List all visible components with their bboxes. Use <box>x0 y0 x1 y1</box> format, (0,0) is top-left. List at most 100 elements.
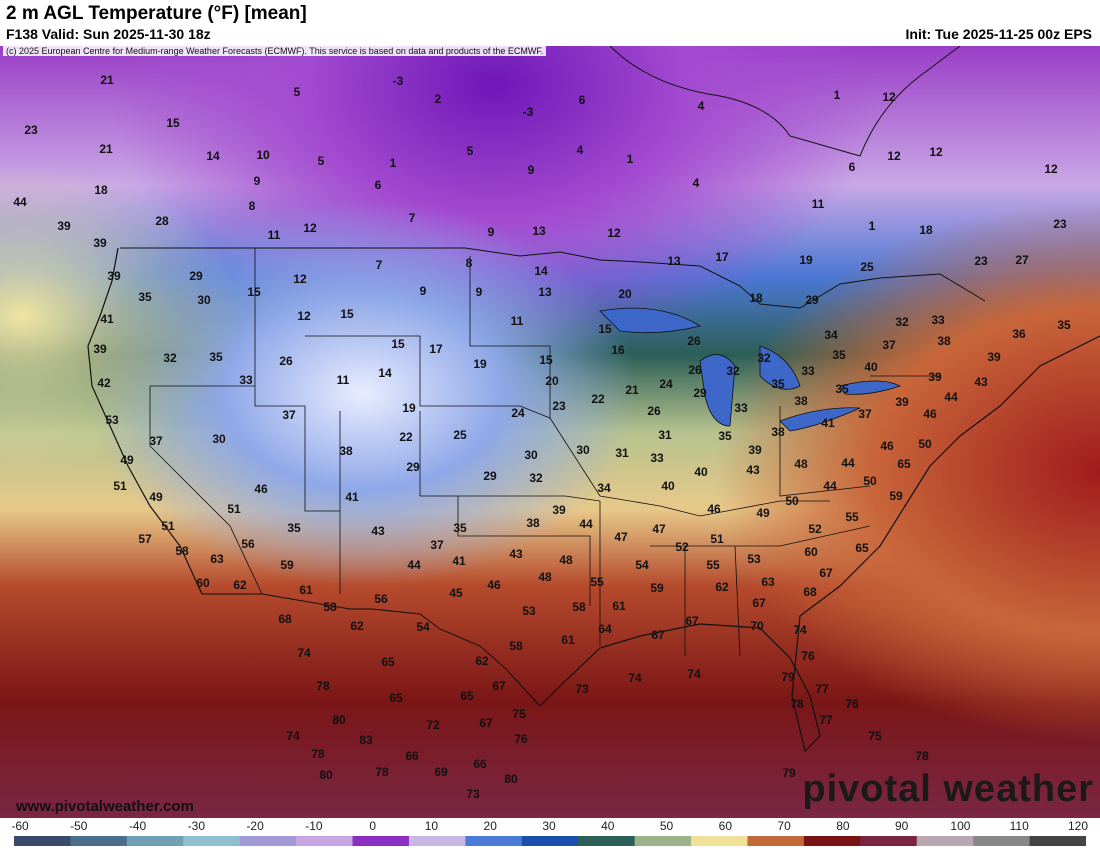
great-lakes <box>599 307 902 432</box>
colorbar-tick: -10 <box>305 819 323 833</box>
colorbar-segment <box>578 836 636 846</box>
temperature-label: 80 <box>504 772 518 786</box>
temperature-label: 46 <box>880 439 894 453</box>
temperature-label: 18 <box>919 223 933 237</box>
temperature-label: 48 <box>538 570 552 584</box>
temperature-label: 32 <box>895 315 909 329</box>
mexico-border <box>202 593 541 707</box>
temperature-label: 54 <box>416 620 430 634</box>
temperature-label: 44 <box>841 456 855 470</box>
temperature-label: 1 <box>869 219 876 233</box>
temperature-label: 2 <box>435 92 442 106</box>
temperature-label: 59 <box>280 558 294 572</box>
temperature-label: 60 <box>196 576 210 590</box>
temperature-label: 19 <box>473 357 487 371</box>
temperature-label: 35 <box>138 290 152 304</box>
temperature-label: 65 <box>897 457 911 471</box>
temperature-label: 19 <box>799 253 813 267</box>
colorbar-segment <box>352 836 410 846</box>
temperature-label: 47 <box>652 522 666 536</box>
colorbar-tick: 110 <box>1009 819 1029 833</box>
temperature-label: 79 <box>782 766 796 780</box>
temperature-label: 46 <box>487 578 501 592</box>
temperature-label: 78 <box>915 749 929 763</box>
colorbar-segment <box>973 836 1031 846</box>
temperature-label: 23 <box>24 123 38 137</box>
temperature-label: 68 <box>803 585 817 599</box>
temperature-label: 15 <box>598 322 612 336</box>
temperature-label: 9 <box>488 225 495 239</box>
temperature-label: 78 <box>316 679 330 693</box>
temperature-label: 25 <box>860 260 874 274</box>
temperature-label: 39 <box>552 503 566 517</box>
temperature-label: 80 <box>319 768 333 782</box>
temperature-label: 74 <box>793 623 807 637</box>
temperature-label: 48 <box>794 457 808 471</box>
temperature-label: 66 <box>473 757 487 771</box>
colorbar-tick: -20 <box>246 819 264 833</box>
colorbar-segment <box>239 836 297 846</box>
temperature-label: 23 <box>1053 217 1067 231</box>
colorbar-segment <box>296 836 354 846</box>
temperature-label: 29 <box>483 469 497 483</box>
temperature-label: 83 <box>359 733 373 747</box>
temperature-label: 38 <box>794 394 808 408</box>
colorbar-segment <box>634 836 692 846</box>
temperature-label: 12 <box>1044 162 1058 176</box>
temperature-label: 62 <box>715 580 729 594</box>
temperature-label: 39 <box>895 395 909 409</box>
colorbar-segment <box>183 836 241 846</box>
temperature-label: 77 <box>819 713 833 727</box>
temperature-label: 38 <box>339 444 353 458</box>
temperature-label: 74 <box>297 646 311 660</box>
temperature-label: 40 <box>864 360 878 374</box>
temperature-label: 9 <box>476 285 483 299</box>
temperature-label: 73 <box>575 682 589 696</box>
temperature-label: 79 <box>781 670 795 684</box>
temperature-label: 32 <box>529 471 543 485</box>
temperature-label: 67 <box>685 614 699 628</box>
init-time: Init: Tue 2025-11-25 00z EPS <box>905 26 1093 42</box>
temperature-label: 5 <box>318 154 325 168</box>
temperature-label: 67 <box>492 679 506 693</box>
temperature-label: 32 <box>163 351 177 365</box>
temperature-label: 9 <box>420 284 427 298</box>
temperature-label: 65 <box>381 655 395 669</box>
colorbar: -60 -50 -40 -30 -20 -10 0 10 20 30 40 50 60 70 80 90 100… <box>0 818 1100 850</box>
temperature-label: 8 <box>466 256 473 270</box>
temperature-label: 6 <box>579 93 586 107</box>
temperature-label: 50 <box>785 494 799 508</box>
temperature-label: 46 <box>707 502 721 516</box>
temperature-label: 24 <box>511 406 525 420</box>
colorbar-segment <box>1029 836 1086 846</box>
atlantic-shading <box>0 46 1100 818</box>
temperature-label: 49 <box>120 453 134 467</box>
temperature-map[interactable]: (c) 2025 European Centre for Medium-rang… <box>0 46 1100 818</box>
temperature-label: 39 <box>748 443 762 457</box>
temperature-label: 44 <box>579 517 593 531</box>
temperature-label: 65 <box>460 689 474 703</box>
temperature-label: 55 <box>706 558 720 572</box>
temperature-label: 38 <box>771 425 785 439</box>
temperature-label: 12 <box>303 221 317 235</box>
temperature-label: 6 <box>849 160 856 174</box>
temperature-label: 14 <box>534 264 548 278</box>
temperature-label: 51 <box>113 479 127 493</box>
temperature-label: 35 <box>771 377 785 391</box>
temperature-label: 31 <box>658 428 672 442</box>
temperature-label: 37 <box>430 538 444 552</box>
temperature-label: 10 <box>256 148 270 162</box>
temperature-label: 58 <box>323 600 337 614</box>
colorbar-ticks: -60 -50 -40 -30 -20 -10 0 10 20 30 40 50 60 70 80 90 100… <box>0 819 1100 833</box>
temperature-label: 19 <box>402 401 416 415</box>
temperature-label: 33 <box>734 401 748 415</box>
temperature-label: 12 <box>297 309 311 323</box>
temperature-label: 75 <box>512 707 526 721</box>
temperature-label: 40 <box>661 479 675 493</box>
temperature-label: 43 <box>371 524 385 538</box>
temperature-label: 15 <box>166 116 180 130</box>
temperature-label: 21 <box>100 73 114 87</box>
temperature-label: 67 <box>651 628 665 642</box>
website-url[interactable]: www.pivotalweather.com <box>16 798 194 815</box>
temperature-label: 24 <box>659 377 673 391</box>
